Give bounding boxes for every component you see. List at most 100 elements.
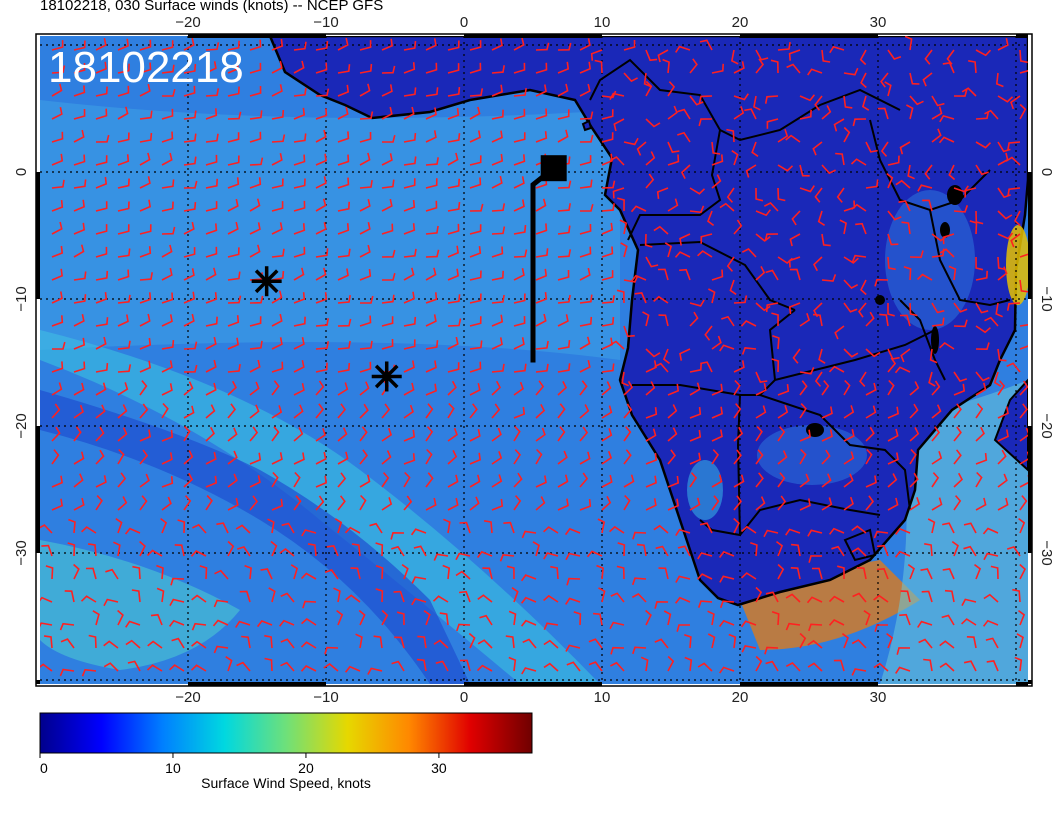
- wind-barb: [821, 449, 831, 465]
- wind-barb: [859, 371, 867, 387]
- wind-barb: [227, 247, 240, 258]
- wind-barb: [699, 522, 713, 534]
- wind-barb: [381, 497, 393, 511]
- wind-barb: [968, 60, 977, 74]
- wind-barb: [117, 63, 130, 74]
- wind-barb: [205, 178, 218, 189]
- wind-barb: [337, 268, 349, 281]
- wind-barb: [359, 83, 371, 97]
- wind-barb: [636, 543, 647, 557]
- wind-barb: [139, 403, 149, 419]
- wind-barb: [753, 95, 761, 111]
- wind-barb: [645, 475, 657, 488]
- wind-barb: [613, 118, 625, 132]
- wind-barb: [381, 38, 393, 51]
- wind-barb: [95, 86, 108, 97]
- wind-barb: [789, 268, 801, 281]
- wind-barb: [887, 256, 896, 271]
- wind-barb: [777, 129, 789, 143]
- wind-barb: [856, 567, 867, 580]
- wind-barb: [851, 547, 867, 557]
- wind-barb: [205, 246, 218, 258]
- lat-tick-label-left: −30: [13, 540, 30, 565]
- wind-barb: [601, 474, 613, 488]
- wind-barb: [469, 106, 481, 120]
- wind-barb: [667, 655, 675, 672]
- wind-barb: [381, 223, 394, 235]
- wind-barb: [403, 360, 415, 373]
- wind-barb: [491, 38, 503, 51]
- wind-barb: [573, 611, 582, 626]
- wind-barb: [293, 360, 305, 373]
- wind-barb: [886, 172, 894, 189]
- wind-barb: [156, 564, 164, 580]
- wind-barb: [469, 270, 482, 281]
- wind-barb: [51, 83, 63, 97]
- wind-barb: [359, 426, 368, 442]
- wind-barb: [227, 40, 240, 51]
- wind-barb: [755, 302, 771, 312]
- wind-barb: [139, 337, 152, 350]
- wind-barb: [532, 541, 540, 557]
- wind-barb: [645, 151, 656, 166]
- wind-barb: [423, 610, 431, 626]
- wind-barb: [711, 474, 723, 488]
- wind-barb: [726, 187, 735, 203]
- wind-barb: [689, 58, 698, 74]
- wind-barb: [843, 348, 859, 358]
- wind-barb: [711, 174, 722, 189]
- wind-barb: [997, 406, 1009, 419]
- wind-barb: [355, 633, 363, 649]
- wind-barb: [1019, 451, 1028, 465]
- wind-barb: [755, 426, 763, 442]
- wind-barb: [733, 474, 745, 488]
- wind-barb: [821, 164, 836, 175]
- wind-barb: [505, 635, 515, 649]
- wind-barb: [447, 133, 461, 143]
- wind-barb: [491, 427, 502, 442]
- wind-barb: [799, 366, 815, 375]
- wind-barb: [777, 426, 786, 442]
- wind-barb: [843, 302, 858, 313]
- wind-barb: [579, 404, 590, 419]
- wind-barb: [565, 552, 581, 561]
- wind-barb: [654, 638, 669, 649]
- wind-barb: [961, 618, 977, 626]
- wind-barb: [161, 292, 174, 304]
- wind-barb: [439, 612, 449, 626]
- wind-barb: [326, 545, 339, 557]
- wind-barb: [984, 109, 999, 120]
- wind-barb: [909, 72, 920, 85]
- wind-barb: [236, 661, 251, 672]
- wind-barb: [413, 545, 427, 557]
- wind-barb: [139, 83, 151, 97]
- wind-barb: [1006, 545, 1021, 557]
- wind-barb: [403, 156, 417, 166]
- wind-barb: [931, 472, 940, 488]
- wind-barb: [684, 656, 693, 672]
- wind-barb: [205, 108, 218, 120]
- wind-barb: [667, 383, 680, 396]
- wind-barb: [425, 267, 437, 281]
- wind-barb: [766, 118, 779, 129]
- wind-barb: [755, 449, 764, 465]
- wind-barb: [1019, 563, 1026, 580]
- wind-barb: [997, 232, 1014, 240]
- wind-barb: [799, 94, 816, 102]
- wind-barb: [953, 495, 962, 511]
- wind-barb: [249, 131, 262, 143]
- wind-barb: [337, 340, 351, 350]
- lon-tick-label-bottom: 0: [460, 689, 468, 706]
- wind-barb: [315, 267, 327, 281]
- speed-band: [40, 390, 470, 684]
- wind-barb: [161, 452, 173, 465]
- wind-barb: [161, 402, 169, 419]
- wind-barb: [95, 363, 109, 373]
- wind-barb: [425, 200, 438, 212]
- wind-barb: [300, 641, 317, 649]
- wind-barb: [249, 495, 259, 511]
- wind-barb: [382, 272, 396, 281]
- wind-barb: [953, 302, 968, 313]
- wind-barb: [117, 294, 131, 304]
- wind-barb: [315, 451, 327, 465]
